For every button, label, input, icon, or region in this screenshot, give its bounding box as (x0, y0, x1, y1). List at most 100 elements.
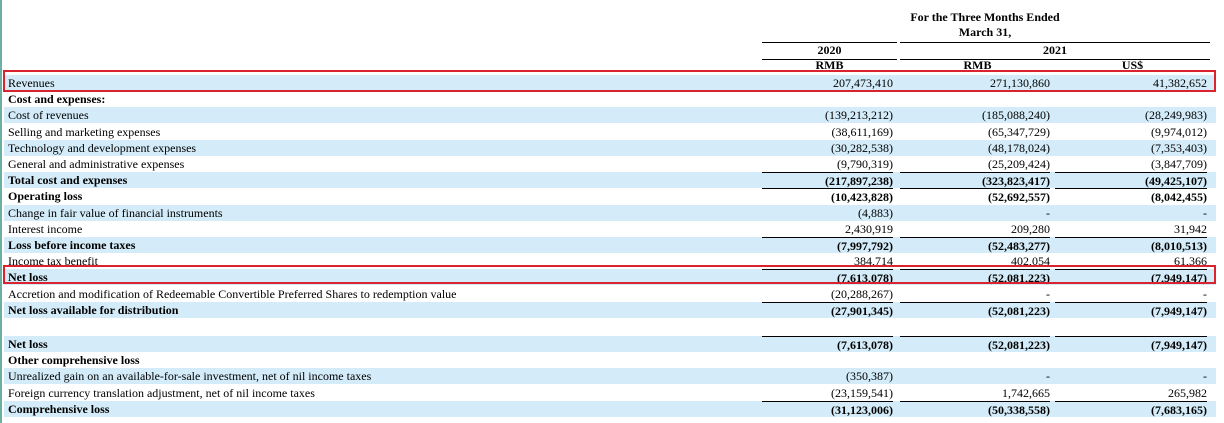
cell-value: 61,366 (1174, 254, 1207, 269)
table-row: Cost and expenses: (4, 91, 1216, 107)
cell-value: (50,338,558) (900, 400, 1050, 418)
cell-value: (7,949,147) (1055, 301, 1207, 319)
cell-value: (7,613,078) (762, 336, 893, 353)
row-label: Net loss (8, 270, 48, 285)
cell-value: (52,483,277) (900, 237, 1050, 254)
cell-value: (27,901,345) (762, 301, 893, 319)
table-row: Comprehensive loss (31,123,006) (50,338,55… (4, 400, 1216, 418)
cell-value: (25,209,424) (988, 157, 1050, 171)
cell-value: (38,611,169) (831, 124, 893, 139)
cell-value: (323,823,417) (900, 172, 1050, 189)
cell-value: - (1046, 205, 1050, 220)
cell-value: (20,288,267) (831, 286, 893, 301)
row-label: Income tax benefit (8, 254, 98, 269)
table-row: Technology and development expenses (30,2… (4, 139, 1216, 156)
cell-value: 207,473,410 (833, 76, 893, 90)
header-title: March 31, (958, 25, 1012, 39)
row-label: Loss before income taxes (8, 238, 136, 252)
table-row: Total cost and expenses (217,897,238) (323… (4, 172, 1216, 189)
row-label: Unrealized gain on an available-for-sale… (8, 369, 372, 384)
cell-value: (7,683,165) (1055, 400, 1207, 418)
cell-value: (31,123,006) (762, 400, 893, 418)
table-row: Revenues 207,473,410 271,130,860 41,382,652 (4, 75, 1216, 91)
row-label: Change in fair value of financial instru… (8, 205, 223, 220)
cell-value: (7,613,078) (762, 269, 893, 286)
cell-value: (49,425,107) (1055, 172, 1207, 189)
cell-value: (48,178,024) (988, 140, 1050, 155)
spacer-row (4, 318, 1216, 334)
cell-value: (8,042,455) (1055, 188, 1207, 205)
table-row: Other comprehensive loss (4, 352, 1216, 368)
cell-value: - (1203, 286, 1207, 301)
row-label: Revenues (8, 76, 55, 90)
cell-value: (7,949,147) (1055, 269, 1207, 286)
table-row: General and administrative expenses (9,79… (4, 156, 1216, 172)
cell-value: (9,790,319) (837, 157, 893, 171)
table-row: Operating loss (10,423,828) (52,692,557) (8… (4, 188, 1216, 204)
cell-value: (4,883) (858, 205, 893, 220)
row-label: Total cost and expenses (8, 173, 128, 188)
cell-value: 2,430,919 (845, 221, 893, 236)
cell-value: (217,897,238) (762, 172, 893, 189)
table-row: Change in fair value of financial instru… (4, 204, 1216, 221)
table-row: Cost of revenues (139,213,212) (185,088,24… (4, 107, 1216, 124)
cell-value: - (1046, 369, 1050, 384)
cell-value: 384,714 (854, 254, 893, 269)
cell-value: (52,692,557) (900, 188, 1050, 205)
cell-value: (23,159,541) (831, 385, 893, 400)
cell-value: 402,054 (1011, 254, 1050, 269)
cell-value: (185,088,240) (982, 108, 1050, 123)
cell-value: 265,982 (1168, 385, 1207, 400)
cell-value: - (1203, 369, 1207, 384)
table-row: Selling and marketing expenses (38,611,16… (4, 124, 1216, 140)
rule (762, 42, 897, 43)
year: 2020 (817, 43, 842, 57)
currency: US$ (1121, 58, 1144, 69)
header-title: For the Three Months Ended (910, 10, 1060, 24)
cell-value: (350,387) (846, 369, 893, 384)
cell-value: 41,382,652 (1153, 76, 1207, 90)
currency: RMB (815, 58, 844, 69)
cell-value: (52,081,223) (900, 269, 1050, 286)
cell-value: 1,742,665 (1002, 385, 1050, 400)
rule (900, 59, 1210, 60)
cell-value: (139,213,212) (825, 108, 893, 123)
row-label: Foreign currency translation adjustment,… (8, 385, 315, 400)
cell-value: (52,081,223) (900, 301, 1050, 319)
row-label: Cost and expenses: (8, 92, 106, 107)
cell-value: - (1046, 286, 1050, 301)
row-label: Net loss available for distribution (8, 302, 179, 317)
cell-value: 31,942 (1174, 221, 1207, 236)
table-row: Net loss (7,613,078) (52,081,223) (7,949,14… (4, 336, 1216, 352)
row-label: Operating loss (8, 189, 83, 204)
year: 2021 (1043, 43, 1067, 57)
row-label: Comprehensive loss (8, 401, 110, 416)
highlight-box (3, 70, 1216, 92)
cell-value: (7,949,147) (1055, 336, 1207, 353)
table-row: Unrealized gain on an available-for-sale… (4, 368, 1216, 385)
table-row: Net loss (7,613,078) (52,081,223) (7,949,14… (4, 269, 1216, 286)
row-label: General and administrative expenses (8, 157, 185, 171)
cell-value: (9,974,012) (1151, 124, 1207, 139)
rule (900, 42, 1210, 43)
cell-value: 209,280 (1011, 221, 1050, 236)
row-label: Net loss (8, 337, 48, 351)
row-label: Interest income (8, 221, 83, 236)
cell-value: (52,081,223) (900, 336, 1050, 353)
cell-value: - (1203, 205, 1207, 220)
highlight-box (3, 265, 1216, 284)
row-label: Cost of revenues (8, 108, 89, 123)
row-label: Technology and development expenses (8, 140, 197, 155)
currency: RMB (963, 58, 992, 69)
left-border (0, 0, 2, 423)
cell-value: (8,010,513) (1055, 237, 1207, 254)
row-label: Accretion and modification of Redeemable… (8, 286, 457, 301)
cell-value: (28,249,983) (1145, 108, 1207, 123)
rule (762, 59, 897, 60)
table-row: Income tax benefit 384,714 402,054 61,366 (4, 253, 1216, 269)
table-row: Loss before income taxes (7,997,792) (52,4… (4, 237, 1216, 253)
cell-value: (3,847,709) (1151, 157, 1207, 171)
table-row: Foreign currency translation adjustment,… (4, 385, 1216, 401)
table-row: Interest income 2,430,919 209,280 31,942 (4, 221, 1216, 237)
